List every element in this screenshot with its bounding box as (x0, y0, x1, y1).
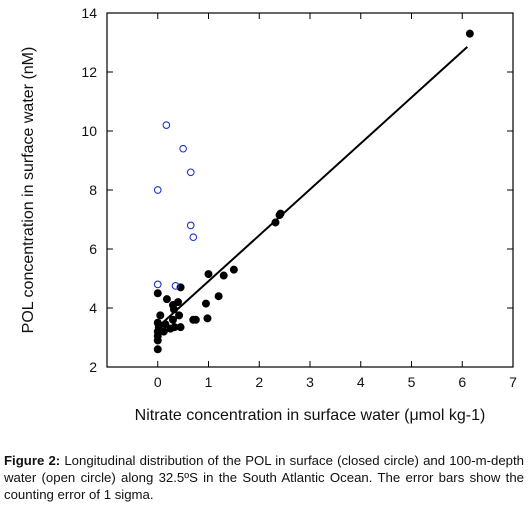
x-tick-label: 7 (509, 374, 517, 390)
open-circle-point (153, 186, 162, 194)
closed-circle-point (201, 299, 210, 308)
open-circle-point (186, 168, 195, 177)
open-circle-point (153, 280, 162, 289)
y-tick-label: 2 (89, 359, 97, 375)
closed-circle-point (156, 311, 165, 320)
y-axis-title: POL concentration in surface water (nM) (20, 47, 37, 334)
closed-circle-point (204, 270, 213, 279)
closed-circle-point (465, 29, 474, 38)
closed-circle-point (271, 218, 280, 227)
x-axis-title: Nitrate concentration in surface water (… (135, 407, 486, 424)
closed-circle-point (229, 265, 238, 274)
regression-line (157, 46, 468, 328)
closed-circle-point (176, 323, 185, 332)
open-circle-point (162, 121, 171, 129)
y-tick-label: 4 (89, 300, 97, 316)
y-tick-label: 14 (81, 5, 97, 21)
y-tick-label: 6 (89, 241, 97, 257)
closed-circle-point (191, 315, 200, 324)
closed-circle-point (161, 320, 170, 329)
x-tick-label: 5 (408, 374, 416, 390)
closed-circle-point (276, 209, 285, 218)
open-circle-point (171, 282, 180, 290)
closed-circle-point (169, 305, 178, 314)
closed-circle-point (203, 314, 212, 323)
y-tick-label: 12 (81, 64, 97, 80)
x-tick-label: 3 (306, 374, 314, 390)
caption-label: Figure 2: (4, 453, 61, 468)
open-circle-point (189, 233, 198, 242)
closed-circle-point (214, 292, 223, 301)
x-tick-label: 2 (255, 374, 263, 390)
closed-circle-point (175, 311, 184, 320)
closed-circle-point (219, 271, 228, 280)
open-circle-point (186, 221, 195, 230)
closed-circle-point (159, 327, 168, 336)
closed-circle-point (153, 318, 162, 327)
closed-circle-point (153, 345, 162, 354)
y-tick-label: 8 (89, 182, 97, 198)
x-tick-label: 6 (458, 374, 466, 390)
figure-caption: Figure 2: Longitudinal distribution of t… (4, 452, 524, 503)
closed-circle-point (174, 298, 183, 307)
open-circle-point (179, 144, 187, 153)
x-tick-label: 0 (154, 374, 162, 390)
x-tick-label: 4 (357, 374, 365, 390)
closed-circle-point (162, 295, 171, 304)
closed-circle-point (168, 315, 177, 324)
closed-circle-point (153, 289, 162, 298)
y-tick-label: 10 (81, 123, 97, 139)
caption-text: Longitudinal distribution of the POL in … (4, 453, 524, 502)
x-tick-label: 1 (205, 374, 213, 390)
